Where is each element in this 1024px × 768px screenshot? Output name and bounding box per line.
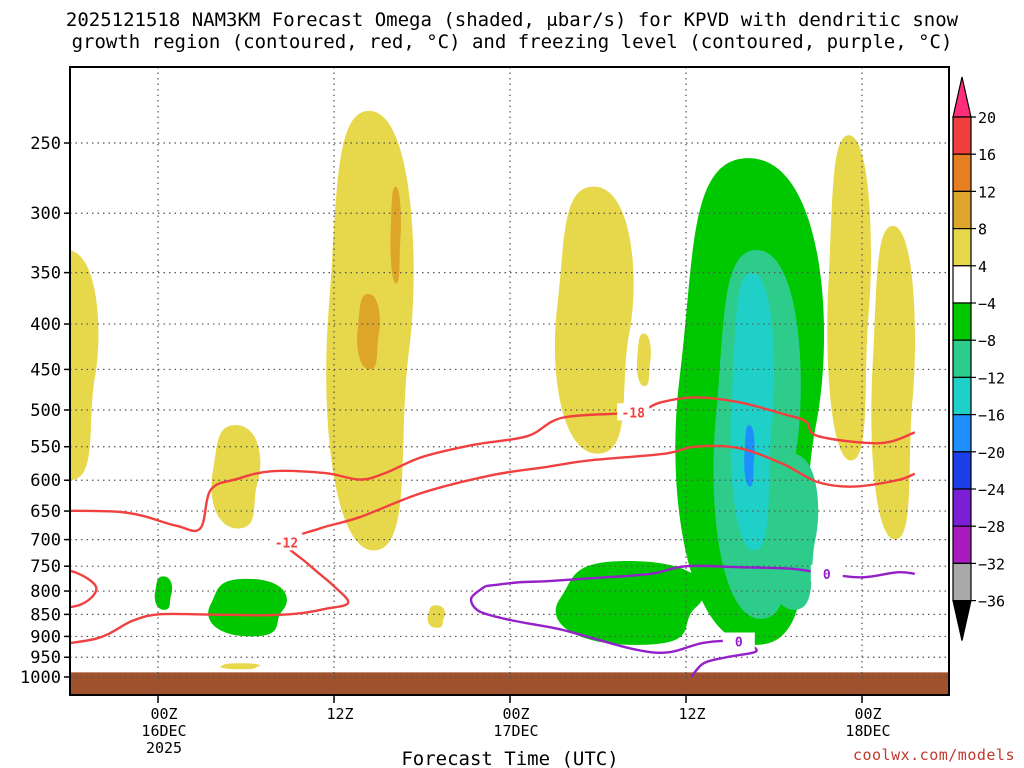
omega-region-yellow-right-column	[827, 135, 872, 461]
omega-region-orange-column-12z-b	[390, 186, 401, 284]
colorbar-label-7: −12	[978, 369, 1005, 387]
x-axis-label: Forecast Time (UTC)	[401, 748, 618, 768]
contour-label-bg-0	[617, 403, 650, 421]
colorbar-label-8: −16	[978, 407, 1005, 425]
contour-label-bg-4	[722, 632, 755, 650]
omega-region-yellow-speck	[636, 333, 651, 387]
y-tick-label-1000: 1000	[20, 668, 61, 688]
colorbar-label-6: −8	[978, 332, 996, 350]
x-tick-label-40-1: 18DEC	[845, 722, 890, 740]
omega-region-green-800	[208, 578, 287, 637]
omega-region-cyan-core	[730, 272, 775, 551]
colorbar-label-1: 16	[978, 146, 996, 164]
colorbar-label-3: 8	[978, 221, 987, 239]
y-tick-label-850: 850	[30, 605, 61, 625]
y-tick-label-950: 950	[30, 648, 61, 668]
colorbar-label-9: −20	[978, 444, 1005, 462]
omega-region-orange-column-12z-a	[357, 294, 380, 370]
colorbar-label-4: 4	[978, 258, 987, 276]
colorbar-swatch-6	[952, 339, 972, 379]
omega-region-yellow-small-early	[211, 425, 261, 529]
contour-0-3	[485, 564, 915, 588]
grid	[70, 67, 949, 695]
y-tick-label-250: 250	[30, 134, 61, 154]
colorbar-swatch-11	[952, 525, 972, 565]
contours: -18-12-12 00	[70, 396, 916, 678]
y-tick-label-500: 500	[30, 401, 61, 421]
contour-0-4	[469, 585, 758, 678]
colorbar-swatch-9	[952, 451, 972, 490]
colorbar-label-11: −28	[978, 518, 1005, 536]
omega-region-yellow-850	[427, 605, 445, 628]
colorbar-label-2: 12	[978, 183, 996, 201]
y-tick-label-750: 750	[30, 557, 61, 577]
chart-title-line2: growth region (contoured, red, °C) and f…	[71, 31, 953, 53]
chart-title-line1: 2025121518 NAM3KM Forecast Omega (shaded…	[65, 9, 959, 31]
omega-region-yellow-mid-morning	[554, 186, 634, 454]
omega-region-blue-core	[744, 425, 755, 487]
colorbar-swatch-4	[952, 265, 972, 304]
contour-label-0: -18	[621, 406, 645, 421]
omega-region-green-low-level	[555, 561, 705, 645]
y-tick-label-550: 550	[30, 438, 61, 458]
contour-label-4: 0	[735, 636, 743, 651]
x-tick-label-30-0: 12Z	[678, 705, 705, 723]
colorbar-swatch-5	[952, 302, 972, 341]
colorbar-top-arrow	[952, 76, 972, 118]
colorbar: 20 16 12 8 4 −4 −8 −12 −16 −20 −24 −28 −32 −36	[952, 76, 1005, 641]
y-tick-label-800: 800	[30, 582, 61, 602]
colorbar-label-12: −32	[978, 555, 1005, 573]
y-tick-label-350: 350	[30, 264, 61, 284]
watermark: coolwx.com/models	[852, 746, 1015, 764]
omega-region-green-780	[154, 576, 173, 610]
colorbar-swatch-7	[952, 376, 972, 416]
colorbar-bottom-arrow	[952, 600, 972, 641]
colorbar-swatch-1	[952, 153, 972, 192]
y-tick-label-300: 300	[30, 204, 61, 224]
contour-label-bg-1	[270, 533, 303, 551]
omega-region-yellow-970	[220, 663, 261, 670]
contour--18-0	[70, 396, 916, 533]
colorbar-swatch-0	[952, 116, 972, 155]
y-tick-label-450: 450	[30, 360, 61, 380]
omega-region-yellow-right-edge	[871, 225, 916, 540]
contour--12-1	[70, 444, 916, 645]
colorbar-label-5: −4	[978, 295, 996, 313]
x-tick-label-20-1: 17DEC	[493, 722, 538, 740]
x-tick-label-40-0: 00Z	[854, 705, 881, 723]
y-tick-label-600: 600	[30, 471, 61, 491]
colorbar-label-13: −36	[978, 593, 1005, 611]
x-tick-label-0-1: 16DEC	[141, 722, 186, 740]
y-tick-label-650: 650	[30, 502, 61, 522]
y-axis: 2503003504004505005506006507007508008509…	[20, 134, 70, 688]
omega-region-teal-secondary	[765, 453, 819, 610]
y-tick-label-900: 900	[30, 627, 61, 647]
colorbar-swatch-12	[952, 562, 972, 602]
contour-label-1: -12	[275, 536, 298, 551]
omega-shading	[70, 110, 949, 695]
colorbar-label-0: 20	[978, 109, 996, 127]
contour-label-bg-3	[810, 564, 843, 582]
colorbar-swatch-10	[952, 488, 972, 527]
y-tick-label-700: 700	[30, 531, 61, 551]
x-tick-label-10-0: 12Z	[326, 705, 353, 723]
x-tick-label-20-0: 00Z	[502, 705, 529, 723]
omega-region-yellow-left-edge	[70, 250, 99, 481]
x-tick-label-0-0: 00Z	[150, 705, 177, 723]
y-tick-label-400: 400	[30, 315, 61, 335]
contour--12-2	[70, 569, 98, 609]
contour-label-3: 0	[823, 568, 831, 583]
colorbar-swatch-3	[952, 228, 972, 267]
colorbar-label-10: −24	[978, 481, 1005, 499]
colorbar-swatch-8	[952, 414, 972, 453]
colorbar-swatch-2	[952, 190, 972, 230]
x-tick-label-0-2: 2025	[146, 739, 182, 757]
